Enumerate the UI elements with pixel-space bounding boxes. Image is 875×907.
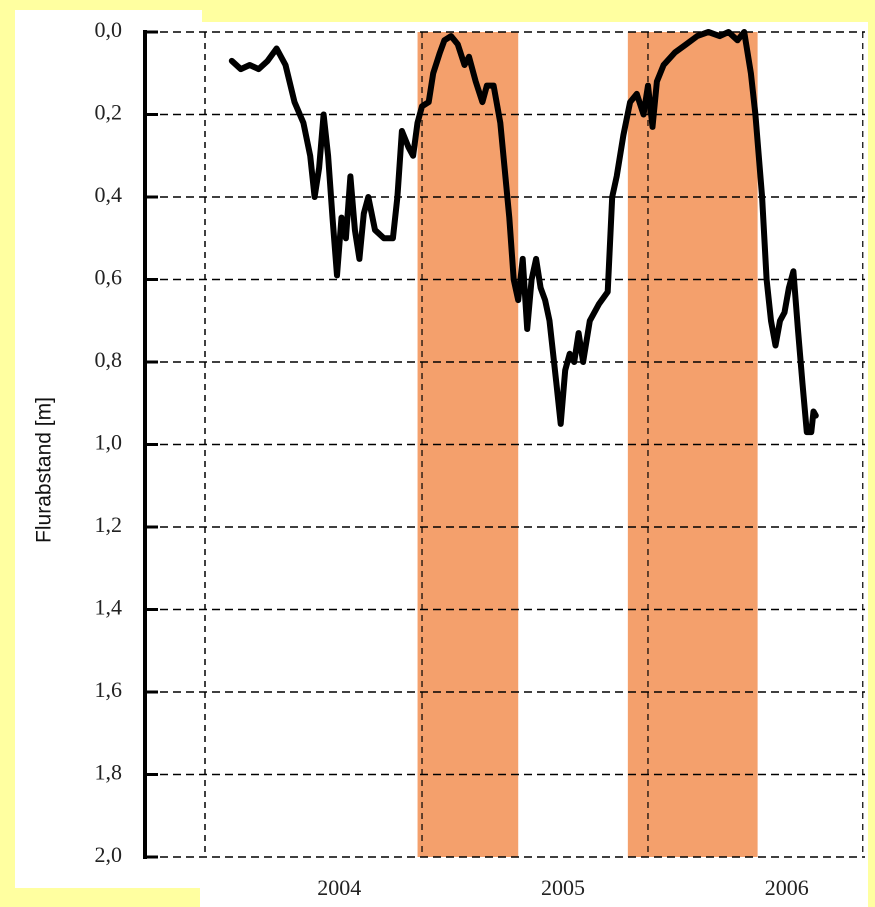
x-tick-label: 2006 <box>765 875 809 900</box>
y-tick-label: 1,2 <box>95 512 123 537</box>
y-axis-label: Flurabstand [m] <box>33 397 56 543</box>
data-line <box>228 29 819 436</box>
y-tick-label: 0,6 <box>95 265 123 290</box>
y-tick-label: 1,8 <box>95 760 123 785</box>
y-tick-label: 0,0 <box>95 17 123 42</box>
y-tick-label: 2,0 <box>95 842 123 867</box>
x-tick-label: 2004 <box>317 875 361 900</box>
y-tick-label: 1,0 <box>95 430 123 455</box>
panel <box>15 10 202 888</box>
y-tick-label: 1,4 <box>95 595 123 620</box>
y-tick-label: 1,6 <box>95 677 123 702</box>
x-tick-label: 2005 <box>541 875 585 900</box>
y-tick-label: 0,2 <box>95 100 123 125</box>
y-tick-label: 0,4 <box>95 182 123 207</box>
plot-area <box>200 22 868 907</box>
y-tick-label: 0,8 <box>95 347 123 372</box>
